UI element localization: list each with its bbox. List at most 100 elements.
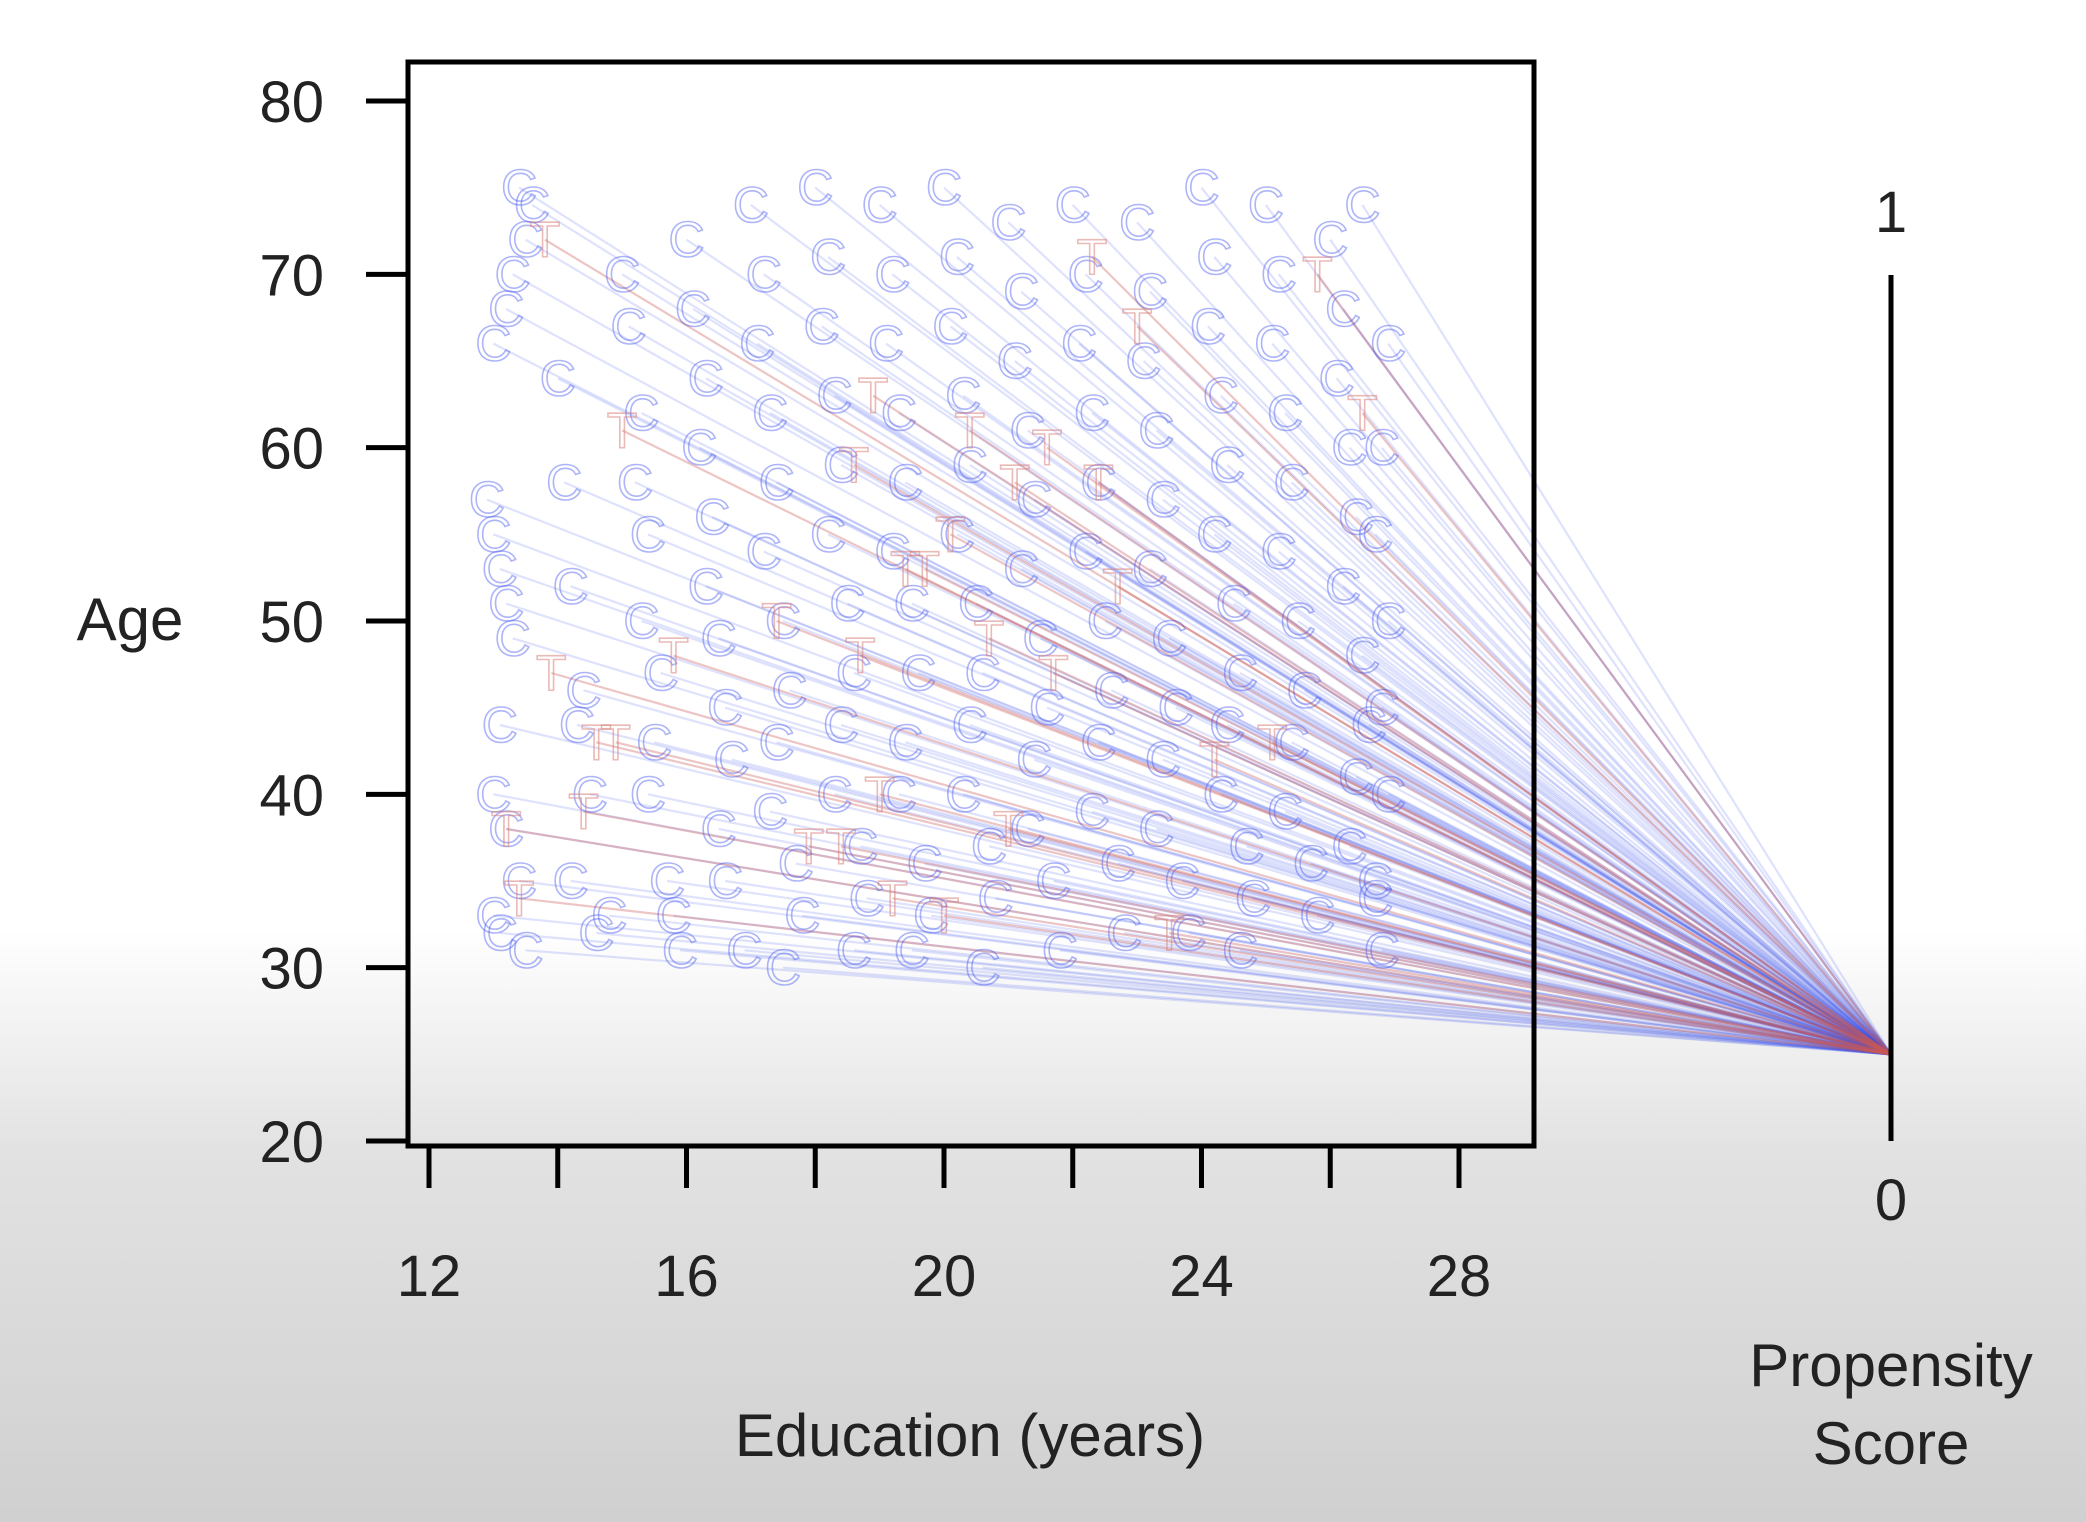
data-point-c: C [565, 662, 601, 718]
data-point-c: C [488, 281, 524, 337]
y-tick-label: 80 [259, 70, 324, 135]
data-point-c: C [1274, 454, 1310, 510]
data-point-t: T [607, 402, 638, 458]
data-point-c: C [746, 524, 782, 580]
connector-line-c [1091, 810, 1892, 1056]
data-point-c: C [572, 766, 608, 822]
x-tick-label: 20 [912, 1244, 977, 1309]
connector-line-c [1284, 412, 1892, 1056]
connector-line-c [1168, 637, 1892, 1056]
scatter-marks: CCCCCCCCCCCCCCCCCCCCCCCCCCCCCCCCCCCCCCCC… [468, 159, 1407, 997]
data-point-t: T [1083, 454, 1114, 510]
connector-line-t [949, 533, 1892, 1056]
data-point-c: C [475, 766, 511, 822]
data-point-t: T [839, 437, 870, 493]
connector-line-c [1342, 585, 1892, 1056]
data-point-c: C [1370, 316, 1406, 372]
data-point-c: C [1364, 922, 1400, 978]
connector-line-c [1297, 620, 1892, 1056]
connector-line-c [769, 810, 1892, 1056]
data-point-c: C [495, 246, 531, 302]
connector-line-c [802, 914, 1892, 1056]
connector-line-c [1233, 602, 1892, 1056]
data-point-c: C [1010, 801, 1046, 857]
connector-line-c [1020, 568, 1892, 1056]
connector-line-c [1014, 360, 1892, 1056]
connector-line-c [1349, 845, 1892, 1056]
connector-line-c [821, 325, 1892, 1056]
data-point-c: C [971, 818, 1007, 874]
propensity-connector-lines [486, 186, 1892, 1056]
connector-line-c [1329, 239, 1892, 1056]
connector-line-c [911, 949, 1892, 1056]
connector-line-c [769, 412, 1892, 1056]
data-point-c: C [1280, 593, 1316, 649]
connector-line-c [885, 342, 1892, 1056]
data-point-c: C [1080, 454, 1116, 510]
data-point-c: C [475, 316, 511, 372]
data-point-c: C [1248, 177, 1284, 233]
data-point-c: C [1119, 194, 1155, 250]
connector-line-c [1290, 481, 1892, 1056]
data-point-c: C [1068, 246, 1104, 302]
connector-line-c [943, 186, 1892, 1056]
connector-line-c [1084, 273, 1892, 1056]
data-point-c: C [1332, 420, 1368, 476]
data-point-c: C [1261, 246, 1297, 302]
data-point-c: C [578, 905, 614, 961]
connector-line-t [519, 897, 1892, 1056]
data-point-c: C [746, 246, 782, 302]
connector-line-c [505, 602, 1892, 1056]
data-point-c: C [604, 246, 640, 302]
data-point-c: C [475, 506, 511, 562]
data-point-c: C [1222, 922, 1258, 978]
connector-line-c [1200, 186, 1892, 1056]
y-tick-label: 70 [259, 243, 324, 308]
data-point-c: C [1016, 732, 1052, 788]
connector-line-c [763, 550, 1892, 1056]
data-point-t: T [826, 818, 857, 874]
data-point-c: C [900, 645, 936, 701]
data-point-c: C [1132, 264, 1168, 320]
connector-line-t [1169, 931, 1892, 1056]
data-point-c: C [894, 576, 930, 632]
data-point-c: C [1151, 610, 1187, 666]
connector-line-c [499, 723, 1892, 1056]
connector-line-c [718, 637, 1892, 1056]
data-point-c: C [952, 437, 988, 493]
data-point-c: C [907, 836, 943, 892]
data-point-c: C [1042, 922, 1078, 978]
connector-line-t [621, 429, 1892, 1056]
connector-line-t [1052, 671, 1892, 1056]
connector-line-c [969, 464, 1892, 1056]
connector-line-c [878, 204, 1892, 1056]
data-point-c: C [829, 576, 865, 632]
connector-line-c [1381, 706, 1892, 1056]
connector-line-c [1239, 949, 1892, 1056]
data-point-c: C [649, 853, 685, 909]
connector-line-c [492, 533, 1892, 1056]
connector-line-c [499, 567, 1892, 1056]
data-point-c: C [739, 316, 775, 372]
connector-line-c [589, 793, 1892, 1056]
connector-line-c [763, 273, 1892, 1056]
data-point-c: C [1332, 818, 1368, 874]
connector-line-c [860, 845, 1892, 1056]
connector-line-c [1136, 221, 1892, 1056]
connector-line-c [1226, 464, 1892, 1056]
connector-line-c [486, 498, 1892, 1056]
data-point-c: C [1171, 905, 1207, 961]
data-point-c: C [1074, 784, 1110, 840]
connector-line-t [879, 793, 1892, 1056]
data-point-c: C [990, 194, 1026, 250]
data-point-c: C [1319, 350, 1355, 406]
data-point-c: C [1338, 489, 1374, 545]
data-point-c: C [1293, 836, 1329, 892]
connector-line-t [1008, 827, 1892, 1056]
connector-line-c [949, 325, 1892, 1056]
y-axis: 20 30 40 50 60 70 80 [259, 70, 408, 1175]
data-point-c: C [784, 888, 820, 944]
connector-line-t [988, 637, 1892, 1056]
data-point-t: T [858, 368, 889, 424]
data-point-c: C [752, 385, 788, 441]
